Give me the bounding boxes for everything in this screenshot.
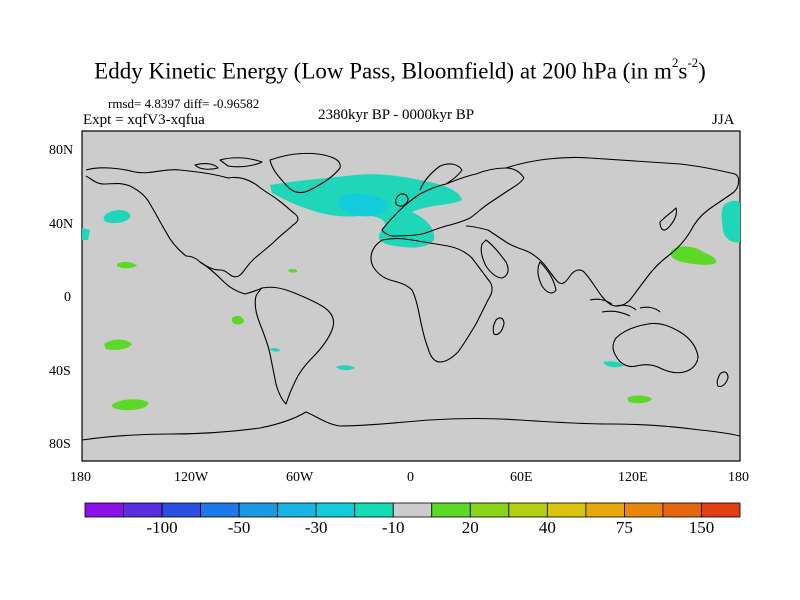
coastline-asia xyxy=(465,156,740,307)
lon-label-60e: 60E xyxy=(510,470,533,485)
lat-label-40s: 40S xyxy=(49,364,71,379)
coastline-africa xyxy=(370,237,493,363)
period-label: 2380kyr BP - 0000kyr BP xyxy=(318,107,475,123)
lat-label-eq: 0 xyxy=(64,290,71,305)
lat-label-80s: 80S xyxy=(49,437,71,452)
coastline-greenland xyxy=(269,152,341,194)
anomaly-negative-south-1 xyxy=(336,365,355,371)
stats-text: rmsd= 4.8397 diff= -0.96582 xyxy=(108,96,260,111)
coastline-british-isles xyxy=(395,193,409,207)
anomaly-contours xyxy=(82,174,740,411)
coastline-australia xyxy=(612,322,699,374)
anomaly-positive-southern-ocean-2 xyxy=(627,395,652,404)
anomaly-negative-pacific-east xyxy=(721,200,740,243)
colorbar-label: -10 xyxy=(381,518,405,537)
anomaly-positive-pacific-1 xyxy=(117,261,137,269)
lon-label-120w: 120W xyxy=(174,470,209,485)
colorbar-label: -100 xyxy=(146,518,178,537)
colorbar-label: -30 xyxy=(304,518,328,537)
anomaly-positive-southern-ocean-1 xyxy=(112,399,149,411)
coastline-japan xyxy=(659,207,678,231)
season-label: JJA xyxy=(712,112,735,128)
coastline-antarctica xyxy=(81,411,741,441)
coastline-india xyxy=(537,261,557,294)
anomaly-positive-pacific-2 xyxy=(232,315,244,325)
coastline-central-america xyxy=(199,261,263,295)
anomaly-positive-pacific-3 xyxy=(104,339,132,350)
coastline-indonesia xyxy=(589,298,661,317)
anomaly-negative-pacific-1 xyxy=(103,209,131,224)
anomaly-negative-core xyxy=(338,193,388,217)
coastlines xyxy=(81,152,741,441)
anomaly-negative-south-3 xyxy=(270,347,280,352)
coastline-europe xyxy=(381,167,525,237)
coastline-madagascar xyxy=(492,317,505,336)
anomaly-positive-north-pacific xyxy=(670,246,717,265)
colorbar-label: 20 xyxy=(461,518,479,537)
map-title: Eddy Kinetic Energy (Low Pass, Bloomfiel… xyxy=(94,55,706,84)
coastline-north-america xyxy=(85,167,299,278)
anomaly-negative-pacific-2 xyxy=(82,228,90,240)
lon-label-180e: 180 xyxy=(728,470,749,485)
coastline-south-america xyxy=(254,286,335,405)
colorbar-label: 150 xyxy=(688,518,715,537)
coastline-arctic-islands xyxy=(194,157,263,170)
coastline-scandinavia xyxy=(419,163,463,191)
anomaly-positive-atlantic xyxy=(288,268,298,273)
experiment-label: Expt = xqfV3-xqfua xyxy=(83,112,205,128)
coastline-arabia xyxy=(480,239,509,279)
colorbar-label: 40 xyxy=(538,518,556,537)
lat-label-40n: 40N xyxy=(49,217,74,232)
anomaly-negative-south-2 xyxy=(603,361,624,368)
coastline-new-zealand xyxy=(716,371,729,388)
anomaly-negative-labrador xyxy=(292,185,310,197)
lon-label-120e: 120E xyxy=(618,470,648,485)
colorbar-label: -50 xyxy=(227,518,251,537)
lat-label-80n: 80N xyxy=(49,143,74,158)
lon-label-180w: 180 xyxy=(70,470,91,485)
colorbar-label: 75 xyxy=(615,518,633,537)
lon-label-0: 0 xyxy=(407,470,414,485)
lon-label-60w: 60W xyxy=(286,470,314,485)
